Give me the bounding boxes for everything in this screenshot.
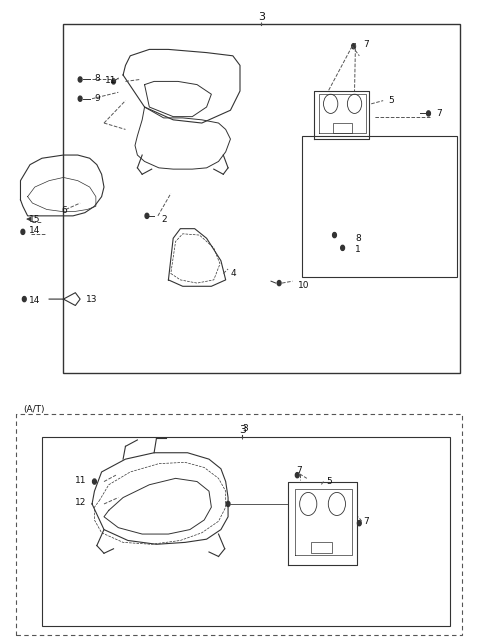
Circle shape [226, 502, 230, 507]
Text: 2: 2 [161, 215, 167, 224]
Text: (A/T): (A/T) [23, 405, 44, 414]
Text: 5: 5 [388, 96, 394, 105]
Text: 7: 7 [437, 109, 443, 118]
Circle shape [93, 479, 96, 484]
Text: 11: 11 [106, 77, 117, 86]
Circle shape [295, 473, 299, 478]
Text: 10: 10 [298, 280, 310, 289]
Circle shape [427, 111, 431, 116]
Text: 13: 13 [86, 294, 98, 303]
Text: 6: 6 [61, 206, 67, 215]
Circle shape [78, 96, 82, 101]
Text: 3: 3 [258, 12, 265, 23]
Circle shape [112, 79, 116, 84]
Circle shape [341, 246, 345, 250]
Text: 7: 7 [363, 40, 369, 49]
Circle shape [23, 296, 26, 302]
Text: 3: 3 [239, 425, 246, 435]
Text: 11: 11 [75, 476, 87, 485]
Text: 14: 14 [29, 296, 40, 305]
Text: 4: 4 [230, 269, 236, 278]
Circle shape [78, 77, 82, 82]
Circle shape [145, 213, 149, 219]
Bar [311, 542, 332, 553]
Bar [63, 24, 459, 373]
Text: 1: 1 [355, 244, 360, 253]
Text: 8: 8 [356, 234, 361, 243]
Text: 7: 7 [296, 466, 302, 475]
Text: 9: 9 [95, 94, 100, 103]
Bar [16, 414, 462, 635]
Circle shape [333, 233, 336, 238]
Bar [42, 437, 450, 626]
Circle shape [358, 521, 361, 526]
Circle shape [21, 230, 25, 235]
Text: 5: 5 [326, 477, 332, 486]
Text: 7: 7 [363, 517, 369, 526]
Text: 8: 8 [95, 75, 100, 84]
Text: 12: 12 [75, 498, 87, 507]
Circle shape [277, 280, 281, 285]
Bar [302, 136, 457, 276]
Circle shape [352, 44, 356, 49]
Bar [333, 123, 352, 132]
Text: 15: 15 [29, 215, 40, 224]
Polygon shape [27, 217, 31, 221]
Text: 14: 14 [29, 226, 40, 235]
Text: 3: 3 [242, 424, 248, 433]
